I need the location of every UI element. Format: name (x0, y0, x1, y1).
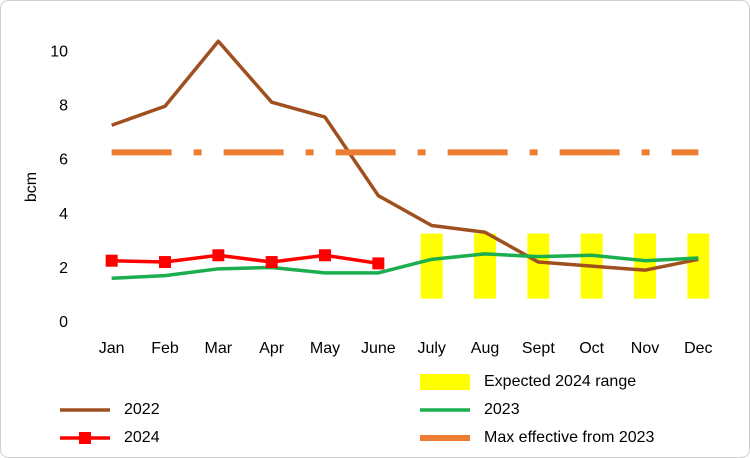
legend-label: 2023 (484, 401, 520, 418)
y-tick-label: 0 (59, 314, 68, 331)
legend-swatch (420, 374, 470, 390)
legend-label: 2024 (124, 429, 160, 446)
legend-label: 2022 (124, 401, 160, 418)
marker (212, 249, 225, 262)
x-tick-label: Apr (259, 340, 285, 357)
marker (372, 257, 385, 270)
x-tick-label: Jan (99, 340, 125, 357)
range-bar (634, 233, 656, 299)
range-bar (527, 233, 550, 299)
x-tick-label: June (361, 340, 396, 357)
y-tick-label: 6 (59, 152, 68, 169)
x-tick-label: Nov (631, 340, 659, 357)
range-bar (474, 233, 496, 299)
x-tick-label: July (417, 340, 445, 357)
x-tick-label: Mar (205, 340, 233, 357)
x-tick-label: Feb (151, 340, 179, 357)
marker (105, 254, 118, 267)
legend-label: Expected 2024 range (484, 373, 636, 390)
y-tick-label: 4 (59, 206, 68, 223)
x-tick-label: Oct (579, 340, 604, 357)
legend-marker (79, 432, 91, 444)
range-bar (420, 233, 443, 299)
legend-label: Max effective from 2023 (484, 429, 655, 446)
line (111, 252, 699, 281)
y-axis-label: bcm (23, 172, 40, 202)
marker (159, 256, 171, 269)
line (111, 253, 379, 266)
x-tick-label: Aug (471, 340, 499, 357)
range-bar (687, 233, 710, 299)
marker (319, 249, 331, 262)
y-tick-label: 10 (50, 43, 68, 60)
x-tick-label: Dec (684, 340, 712, 357)
y-tick-label: 8 (59, 97, 68, 114)
y-tick-label: 2 (59, 260, 68, 277)
x-tick-label: Sept (522, 340, 555, 357)
x-tick-label: May (310, 340, 340, 357)
marker (265, 256, 278, 269)
line (111, 39, 699, 272)
